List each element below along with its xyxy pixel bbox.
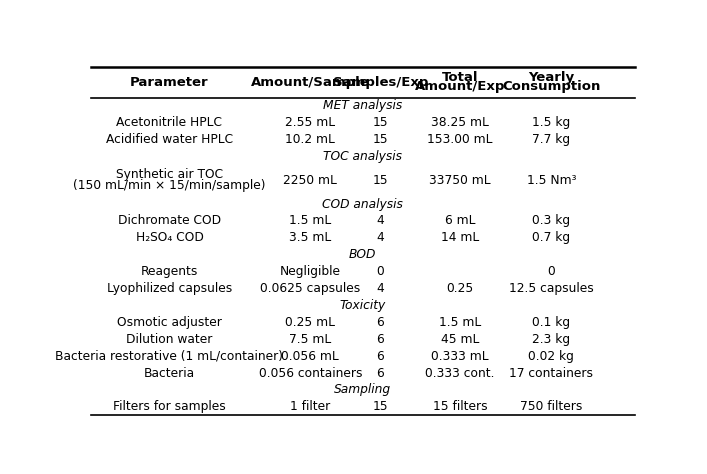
Text: TOC analysis: TOC analysis — [323, 150, 402, 163]
Text: 15 filters: 15 filters — [433, 401, 487, 413]
Text: 3.5 mL: 3.5 mL — [289, 231, 332, 244]
Text: Bacteria restorative (1 mL/container): Bacteria restorative (1 mL/container) — [55, 350, 284, 363]
Text: 2.55 mL: 2.55 mL — [285, 117, 335, 129]
Text: 153.00 mL: 153.00 mL — [427, 133, 493, 146]
Text: Samples/Exp: Samples/Exp — [333, 76, 428, 89]
Text: 12.5 capsules: 12.5 capsules — [509, 282, 594, 295]
Text: Parameter: Parameter — [130, 76, 209, 89]
Text: 15: 15 — [373, 133, 388, 146]
Text: 0.0625 capsules: 0.0625 capsules — [260, 282, 361, 295]
Text: 1.5 mL: 1.5 mL — [439, 316, 481, 329]
Text: Synthetic air TOC: Synthetic air TOC — [116, 168, 223, 182]
Text: Toxicity: Toxicity — [339, 299, 385, 312]
Text: Consumption: Consumption — [502, 81, 600, 93]
Text: 38.25 mL: 38.25 mL — [431, 117, 489, 129]
Text: 6: 6 — [377, 316, 385, 329]
Text: 0: 0 — [547, 265, 555, 278]
Text: 6: 6 — [377, 350, 385, 363]
Text: Dichromate COD: Dichromate COD — [118, 214, 221, 228]
Text: 0.02 kg: 0.02 kg — [528, 350, 574, 363]
Text: 0.25: 0.25 — [446, 282, 474, 295]
Text: Osmotic adjuster: Osmotic adjuster — [117, 316, 222, 329]
Text: 7.7 kg: 7.7 kg — [532, 133, 571, 146]
Text: 0: 0 — [377, 265, 385, 278]
Text: 4: 4 — [377, 282, 385, 295]
Text: 0.333 cont.: 0.333 cont. — [425, 366, 495, 380]
Text: 15: 15 — [373, 174, 388, 187]
Text: 0.25 mL: 0.25 mL — [286, 316, 335, 329]
Text: Amount/Sample: Amount/Sample — [251, 76, 370, 89]
Text: 0.056 containers: 0.056 containers — [259, 366, 362, 380]
Text: 10.2 mL: 10.2 mL — [286, 133, 335, 146]
Text: Filters for samples: Filters for samples — [113, 401, 226, 413]
Text: Lyophilized capsules: Lyophilized capsules — [107, 282, 232, 295]
Text: MET analysis: MET analysis — [322, 100, 402, 112]
Text: COD analysis: COD analysis — [322, 198, 403, 210]
Text: 0.3 kg: 0.3 kg — [532, 214, 571, 228]
Text: Dilution water: Dilution water — [127, 333, 213, 346]
Text: 33750 mL: 33750 mL — [429, 174, 491, 187]
Text: 15: 15 — [373, 117, 388, 129]
Text: 14 mL: 14 mL — [440, 231, 479, 244]
Text: 1 filter: 1 filter — [290, 401, 330, 413]
Text: 0.7 kg: 0.7 kg — [532, 231, 571, 244]
Text: 4: 4 — [377, 231, 385, 244]
Text: 2.3 kg: 2.3 kg — [532, 333, 571, 346]
Text: 7.5 mL: 7.5 mL — [289, 333, 332, 346]
Text: Total: Total — [442, 71, 478, 84]
Text: 0.333 mL: 0.333 mL — [431, 350, 489, 363]
Text: Sampling: Sampling — [334, 383, 391, 396]
Text: Reagents: Reagents — [141, 265, 198, 278]
Text: H₂SO₄ COD: H₂SO₄ COD — [136, 231, 204, 244]
Text: 4: 4 — [377, 214, 385, 228]
Text: 6: 6 — [377, 366, 385, 380]
Text: Negligible: Negligible — [280, 265, 341, 278]
Text: 17 containers: 17 containers — [509, 366, 593, 380]
Text: 6 mL: 6 mL — [445, 214, 475, 228]
Text: 6: 6 — [377, 333, 385, 346]
Text: Acetonitrile HPLC: Acetonitrile HPLC — [117, 117, 223, 129]
Text: 0.1 kg: 0.1 kg — [532, 316, 571, 329]
Text: 1.5 kg: 1.5 kg — [532, 117, 571, 129]
Text: Amount/Exp: Amount/Exp — [415, 81, 505, 93]
Text: 750 filters: 750 filters — [520, 401, 583, 413]
Text: 1.5 Nm³: 1.5 Nm³ — [527, 174, 576, 187]
Text: Bacteria: Bacteria — [144, 366, 195, 380]
Text: 1.5 mL: 1.5 mL — [289, 214, 332, 228]
Text: 45 mL: 45 mL — [440, 333, 479, 346]
Text: BOD: BOD — [349, 248, 376, 261]
Text: Yearly: Yearly — [528, 71, 574, 84]
Text: (150 mL/min × 15/min/sample): (150 mL/min × 15/min/sample) — [74, 179, 266, 192]
Text: 0.056 mL: 0.056 mL — [281, 350, 339, 363]
Text: 15: 15 — [373, 401, 388, 413]
Text: 2250 mL: 2250 mL — [284, 174, 337, 187]
Text: Acidified water HPLC: Acidified water HPLC — [106, 133, 233, 146]
